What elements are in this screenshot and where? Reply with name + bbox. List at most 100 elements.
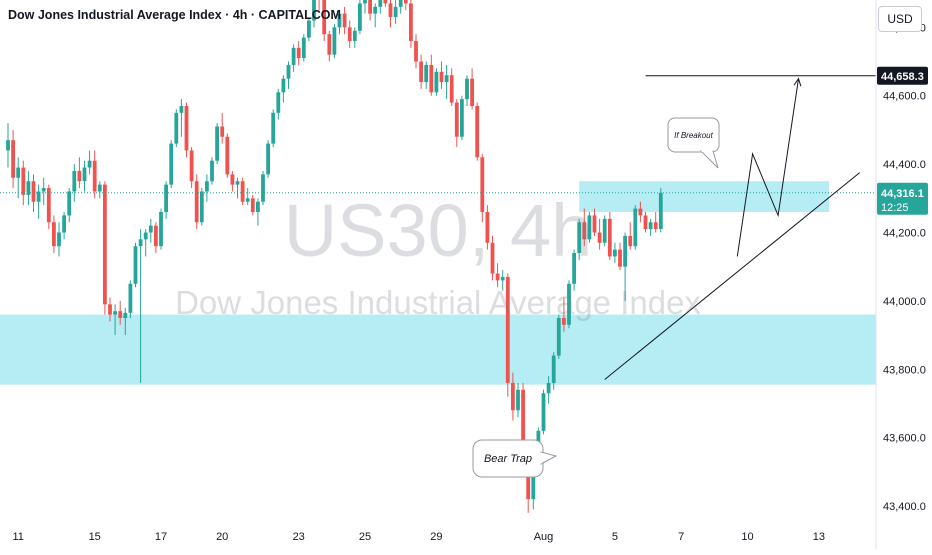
- candle-body: [87, 160, 92, 168]
- target-price-tag[interactable]: [877, 66, 928, 85]
- if-breakout-callout[interactable]: If Breakout: [667, 117, 720, 169]
- candle-body: [403, 0, 408, 4]
- candle-body: [460, 99, 464, 137]
- candle-body: [358, 3, 362, 31]
- candle-body: [414, 41, 418, 62]
- candle-body: [658, 192, 663, 230]
- candle-body: [154, 225, 158, 247]
- candle-body: [633, 208, 638, 247]
- candle-body: [97, 184, 102, 192]
- y-tick-label: 44,400.0: [883, 159, 926, 171]
- x-tick-label: 23: [293, 531, 305, 543]
- candle-body: [322, 0, 327, 35]
- candle-body: [454, 102, 459, 137]
- candle-body: [271, 112, 276, 144]
- candle-body: [556, 317, 561, 356]
- candle-body: [597, 232, 602, 243]
- candle-body: [653, 222, 658, 230]
- x-tick-label: 17: [155, 531, 167, 543]
- candle-body: [623, 235, 627, 267]
- x-tick-label: 20: [216, 531, 228, 543]
- candle-body: [398, 0, 403, 7]
- candle-body: [169, 143, 174, 185]
- x-tick-label: 7: [678, 531, 684, 543]
- candle-body: [378, 0, 383, 7]
- chart-title: Dow Jones Industrial Average Index · 4h …: [8, 8, 341, 22]
- candle-body: [582, 222, 587, 240]
- candle-body: [82, 167, 87, 182]
- x-tick-label: 5: [612, 531, 618, 543]
- candle-body: [174, 112, 179, 144]
- candle-body: [199, 191, 204, 223]
- candle-body: [424, 64, 429, 83]
- support-resistance-zone[interactable]: [579, 181, 830, 212]
- candle-body: [607, 218, 612, 257]
- target-price-label: 44,658.3: [881, 71, 924, 83]
- candle-body: [41, 188, 46, 192]
- candle-body: [541, 393, 546, 431]
- candle-body: [429, 64, 434, 93]
- candle-body: [516, 389, 520, 411]
- candle-body: [52, 222, 56, 247]
- candle-body: [235, 181, 240, 185]
- projection-arrowhead: [793, 77, 802, 87]
- if-breakout-box: [667, 117, 720, 153]
- candle-body: [439, 71, 444, 83]
- price-axis-background: [876, 0, 932, 550]
- watermark-name: Dow Jones Industrial Average Index: [175, 284, 701, 321]
- candle-body: [480, 157, 485, 212]
- candle-body: [419, 61, 423, 83]
- candle-body: [276, 92, 281, 113]
- candle-body: [291, 47, 296, 65]
- candle-body: [245, 198, 250, 202]
- candle-body: [261, 174, 265, 202]
- bear-trap-mask: [538, 452, 542, 464]
- current-price-tag[interactable]: [877, 182, 928, 215]
- candle-body: [643, 215, 648, 230]
- candle-body: [138, 239, 143, 247]
- candle-body: [562, 317, 566, 325]
- x-tick-label: 10: [741, 531, 753, 543]
- candle-body: [230, 174, 235, 185]
- candle-body: [184, 105, 189, 151]
- candle-body: [332, 27, 337, 55]
- if-breakout-text: If Breakout: [674, 131, 713, 140]
- support-resistance-zone[interactable]: [0, 314, 876, 385]
- candle-body: [352, 30, 357, 42]
- candle-body: [11, 140, 15, 178]
- if-breakout-mask: [701, 149, 713, 152]
- candle-body: [613, 249, 617, 257]
- candle-body: [531, 468, 536, 500]
- candle-body: [159, 211, 163, 247]
- bear-trap-text: Bear Trap: [484, 453, 532, 465]
- candle-body: [373, 6, 378, 14]
- candle-body: [307, 20, 311, 38]
- candle-body: [551, 355, 556, 383]
- candle-body: [189, 150, 194, 182]
- x-tick-label: Aug: [534, 531, 554, 543]
- candle-body: [296, 47, 301, 59]
- y-tick-label: 44,600.0: [883, 91, 926, 103]
- currency-selector[interactable]: USD: [878, 6, 922, 32]
- candle-body: [342, 13, 347, 28]
- candle-body: [113, 311, 117, 315]
- candle-body: [67, 191, 72, 216]
- trendline[interactable]: [604, 172, 861, 380]
- candle-body: [286, 64, 291, 79]
- candle-body: [148, 225, 153, 233]
- x-tick-label: 15: [89, 531, 101, 543]
- y-tick-label: 44,200.0: [883, 228, 926, 240]
- candle-body: [485, 211, 490, 243]
- candle-body: [26, 181, 31, 195]
- candle-body: [648, 222, 653, 230]
- bear-trap-callout[interactable]: Bear Trap: [472, 439, 558, 478]
- breakout-projection-path[interactable]: [736, 78, 799, 257]
- x-tick-label: 11: [12, 531, 23, 543]
- candle-body: [521, 389, 525, 448]
- if-breakout-pointer: [699, 150, 719, 169]
- candle-body: [6, 140, 10, 151]
- candle-body: [470, 78, 474, 106]
- candle-body: [444, 75, 449, 83]
- candle-body: [500, 276, 505, 281]
